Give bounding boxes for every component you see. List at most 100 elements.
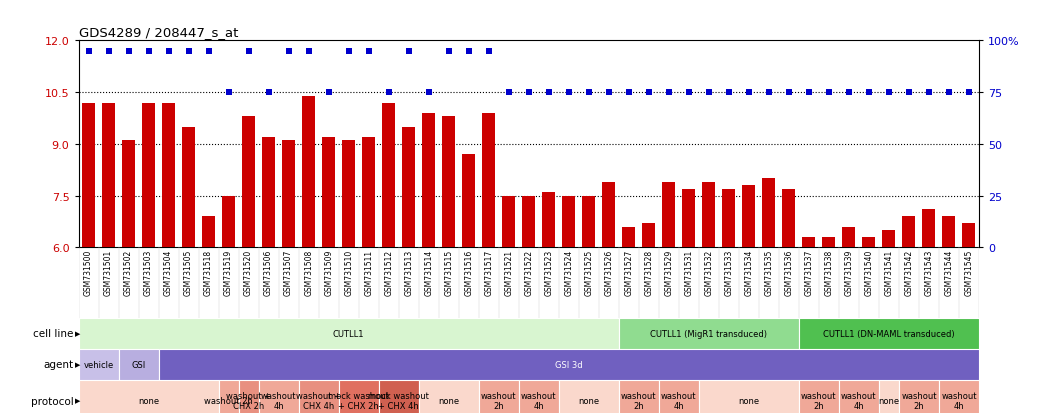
Text: GSM731520: GSM731520 (244, 249, 253, 295)
Bar (602, 183, 616, 248)
Text: washout
4h: washout 4h (941, 391, 977, 410)
Text: mock washout
+ CHX 2h: mock washout + CHX 2h (328, 391, 389, 410)
Point (461, 48, 477, 55)
Bar (802, 237, 816, 248)
Text: GSM731525: GSM731525 (584, 249, 594, 295)
Text: GSM731517: GSM731517 (484, 249, 493, 295)
Bar (442, 117, 455, 248)
Point (960, 90, 977, 96)
Text: GSM731523: GSM731523 (544, 249, 553, 295)
Point (600, 90, 617, 96)
Bar (298, 380, 338, 413)
Bar (562, 196, 575, 248)
Bar (659, 380, 698, 413)
Text: GSM731522: GSM731522 (525, 249, 533, 295)
Bar (322, 138, 335, 248)
Text: GSM731507: GSM731507 (284, 249, 293, 295)
Text: GSM731521: GSM731521 (505, 249, 513, 295)
Bar (79, 349, 118, 380)
Bar (162, 103, 175, 248)
Point (160, 48, 177, 55)
Text: GSM731539: GSM731539 (844, 249, 853, 295)
Text: GSM731515: GSM731515 (444, 249, 453, 295)
Text: GSM731536: GSM731536 (784, 249, 794, 295)
Point (580, 90, 597, 96)
Text: CUTLL1 (MigR1 transduced): CUTLL1 (MigR1 transduced) (650, 329, 767, 338)
Text: GSM731500: GSM731500 (84, 249, 93, 295)
Bar (942, 217, 956, 248)
Text: washout +
CHX 2h: washout + CHX 2h (226, 391, 271, 410)
Bar (182, 127, 195, 248)
Point (760, 90, 777, 96)
Point (940, 90, 957, 96)
Bar (462, 155, 475, 248)
Bar (338, 380, 379, 413)
Bar (863, 237, 875, 248)
Point (400, 48, 417, 55)
Bar (878, 380, 899, 413)
Bar (939, 380, 979, 413)
Bar (782, 189, 796, 248)
Bar (419, 380, 478, 413)
Bar (102, 103, 115, 248)
Bar (762, 179, 776, 248)
Text: washout 2h: washout 2h (204, 396, 253, 405)
Point (540, 90, 557, 96)
Text: GSM731511: GSM731511 (364, 249, 373, 295)
Point (340, 48, 357, 55)
Point (420, 90, 437, 96)
Text: GSM731531: GSM731531 (685, 249, 693, 295)
Bar (559, 380, 619, 413)
Text: washout
2h: washout 2h (621, 391, 656, 410)
Bar (843, 227, 855, 248)
Point (801, 90, 818, 96)
Text: GSM731510: GSM731510 (344, 249, 353, 295)
Bar (683, 189, 695, 248)
Point (560, 90, 577, 96)
Text: GSM731501: GSM731501 (104, 249, 113, 295)
Text: washout
4h: washout 4h (841, 391, 876, 410)
Bar (582, 196, 596, 248)
Bar (619, 380, 659, 413)
Bar (703, 183, 715, 248)
Text: washout
2h: washout 2h (481, 391, 516, 410)
Text: washout
2h: washout 2h (801, 391, 837, 410)
Text: GSM731508: GSM731508 (304, 249, 313, 295)
Text: GDS4289 / 208447_s_at: GDS4289 / 208447_s_at (79, 26, 238, 39)
Bar (242, 117, 255, 248)
Text: GSM731527: GSM731527 (624, 249, 633, 295)
Text: agent: agent (43, 359, 73, 370)
Text: GSM731533: GSM731533 (725, 249, 733, 295)
Text: washout
2h: washout 2h (901, 391, 937, 410)
Bar (379, 380, 419, 413)
Bar (282, 141, 295, 248)
Bar (622, 227, 636, 248)
Text: none: none (878, 396, 899, 405)
Point (720, 90, 737, 96)
Text: CUTLL1: CUTLL1 (333, 329, 364, 338)
Bar (642, 224, 655, 248)
Text: GSM731519: GSM731519 (224, 249, 233, 295)
Point (481, 48, 497, 55)
Bar (478, 380, 518, 413)
Text: GSI 3d: GSI 3d (555, 360, 582, 369)
Bar (122, 141, 135, 248)
Bar (899, 380, 939, 413)
Text: GSM731518: GSM731518 (204, 249, 214, 295)
Text: GSM731535: GSM731535 (764, 249, 774, 295)
Text: GSM731513: GSM731513 (404, 249, 414, 295)
Text: GSM731514: GSM731514 (424, 249, 433, 295)
Point (320, 90, 337, 96)
Text: GSM731502: GSM731502 (124, 249, 133, 295)
Text: GSM731538: GSM731538 (824, 249, 833, 295)
Point (120, 48, 137, 55)
Text: GSM731534: GSM731534 (744, 249, 754, 295)
Bar (262, 138, 275, 248)
Text: GSM731524: GSM731524 (564, 249, 574, 295)
Point (240, 48, 257, 55)
Bar (202, 217, 215, 248)
Text: cell line: cell line (32, 328, 73, 339)
Text: GSI: GSI (132, 360, 146, 369)
Text: protocol: protocol (30, 396, 73, 406)
Text: GSM731543: GSM731543 (925, 249, 934, 295)
